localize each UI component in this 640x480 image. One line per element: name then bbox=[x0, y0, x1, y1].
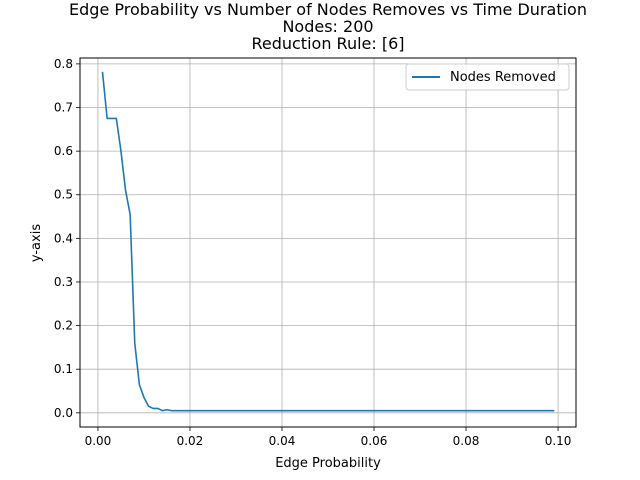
y-axis-ticks: 0.0 0.1 0.2 0.3 0.4 0.5 0.6 0.7 0.8 bbox=[54, 57, 80, 420]
x-tick-label: 0.00 bbox=[85, 434, 112, 448]
x-tick-label: 0.06 bbox=[361, 434, 388, 448]
chart-title-line-1: Edge Probability vs Number of Nodes Remo… bbox=[69, 0, 587, 19]
y-tick-label: 0.5 bbox=[54, 188, 73, 202]
chart-title-line-3: Reduction Rule: [6] bbox=[251, 34, 404, 53]
y-tick-label: 0.6 bbox=[54, 144, 73, 158]
y-tick-label: 0.4 bbox=[54, 231, 73, 245]
x-tick-label: 0.04 bbox=[269, 434, 296, 448]
legend-box bbox=[405, 63, 570, 91]
y-tick-label: 0.0 bbox=[54, 406, 73, 420]
y-tick-label: 0.1 bbox=[54, 362, 73, 376]
y-tick-label: 0.2 bbox=[54, 319, 73, 333]
series-line-nodes-removed bbox=[101, 71, 555, 412]
y-tick-label: 0.7 bbox=[54, 101, 73, 115]
legend: Nodes Removed bbox=[405, 63, 570, 91]
x-axis-ticks: 0.00 0.02 0.04 0.06 0.08 0.10 bbox=[85, 427, 572, 448]
x-tick-label: 0.02 bbox=[177, 434, 204, 448]
chart-title-line-2: Nodes: 200 bbox=[282, 17, 373, 36]
x-axis-label: Edge Probability bbox=[275, 456, 381, 471]
y-tick-label: 0.3 bbox=[54, 275, 73, 289]
chart-title-group: Edge Probability vs Number of Nodes Remo… bbox=[69, 0, 587, 53]
x-tick-label: 0.10 bbox=[545, 434, 572, 448]
series-layer bbox=[101, 71, 555, 412]
plot-frame bbox=[79, 57, 577, 428]
x-tick-label: 0.08 bbox=[453, 434, 480, 448]
y-tick-label: 0.8 bbox=[54, 57, 73, 71]
y-axis-label: y-axis bbox=[29, 224, 44, 262]
legend-label-nodes-removed: Nodes Removed bbox=[450, 70, 556, 85]
